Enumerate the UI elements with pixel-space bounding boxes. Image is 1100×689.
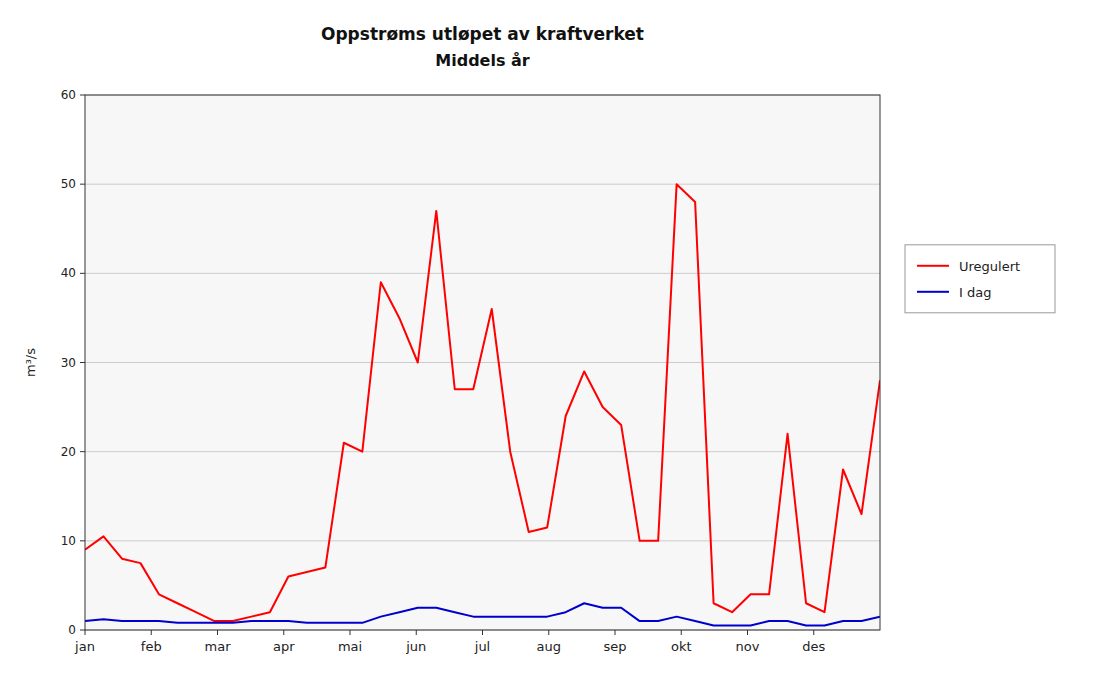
tick: [681, 630, 682, 635]
tick: [80, 184, 85, 185]
tick: [416, 630, 417, 635]
legend-box: [905, 245, 1055, 313]
tick-label: 50: [61, 177, 76, 191]
grid-line: [85, 362, 880, 363]
tick-label: 0: [68, 623, 76, 637]
tick: [80, 540, 85, 541]
tick: [548, 630, 549, 635]
tick-label: 40: [61, 266, 76, 280]
tick: [350, 630, 351, 635]
legend-label: I dag: [959, 285, 991, 300]
tick: [80, 451, 85, 452]
tick: [283, 630, 284, 635]
plot-frame: [85, 95, 880, 630]
legend-swatch: [917, 291, 949, 293]
tick-label: okt: [671, 639, 692, 654]
tick: [85, 630, 86, 635]
tick-label: 60: [61, 88, 76, 102]
grid-line: [85, 273, 880, 274]
tick-label: sep: [603, 639, 626, 654]
title: Oppstrøms utløpet av kraftverket: [321, 24, 644, 44]
tick-label: feb: [141, 639, 162, 654]
grid-line: [85, 184, 880, 185]
tick: [813, 630, 814, 635]
tick: [80, 630, 85, 631]
tick-label: nov: [736, 639, 760, 654]
grid-line: [85, 540, 880, 541]
legend-label: Uregulert: [959, 259, 1020, 274]
subtitle: Middels år: [435, 51, 530, 70]
chart: 0 10 20 30 40 50 60 jan feb mar apr mai jun jul aug sep…: [0, 0, 1100, 689]
tick-label: jun: [405, 639, 426, 654]
y-axis: 0 10 20 30 40 50 60: [61, 88, 85, 637]
tick-label: 30: [61, 356, 76, 370]
tick-label: 20: [61, 445, 76, 459]
series-line: [85, 184, 880, 621]
legend: Uregulert I dag: [905, 245, 1055, 313]
tick: [80, 273, 85, 274]
tick-label: aug: [537, 639, 561, 654]
x-axis: jan feb mar apr mai jun jul aug sep okt nov des: [74, 630, 825, 654]
tick-label: jul: [474, 639, 490, 654]
tick-label: jan: [74, 639, 95, 654]
tick-label: mar: [205, 639, 232, 654]
grid: [85, 95, 880, 630]
tick: [217, 630, 218, 635]
grid-line: [85, 451, 880, 452]
tick: [80, 95, 85, 96]
tick-label: 10: [61, 534, 76, 548]
tick-label: mai: [338, 639, 362, 654]
plot-area: [85, 95, 880, 630]
tick: [482, 630, 483, 635]
tick: [615, 630, 616, 635]
legend-swatch: [917, 265, 949, 267]
tick: [151, 630, 152, 635]
tick: [747, 630, 748, 635]
tick-label: apr: [273, 639, 295, 654]
y-axis-label: m³/s: [23, 348, 38, 377]
series-line: [85, 603, 880, 625]
series-group: [85, 184, 880, 625]
tick-label: des: [802, 639, 825, 654]
tick: [80, 362, 85, 363]
